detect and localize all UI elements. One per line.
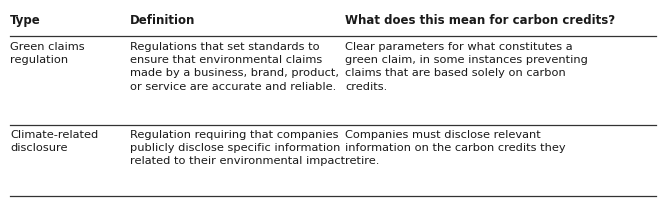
Text: Type: Type	[10, 14, 41, 27]
Text: Regulation requiring that companies
publicly disclose specific information
relat: Regulation requiring that companies publ…	[130, 130, 349, 166]
Text: Definition: Definition	[130, 14, 195, 27]
Text: Clear parameters for what constitutes a
green claim, in some instances preventin: Clear parameters for what constitutes a …	[345, 42, 588, 92]
Text: Companies must disclose relevant
information on the carbon credits they
retire.: Companies must disclose relevant informa…	[345, 130, 566, 166]
Text: Regulations that set standards to
ensure that environmental claims
made by a bus: Regulations that set standards to ensure…	[130, 42, 339, 92]
Text: What does this mean for carbon credits?: What does this mean for carbon credits?	[345, 14, 615, 27]
Text: Green claims
regulation: Green claims regulation	[10, 42, 84, 65]
Text: Climate-related
disclosure: Climate-related disclosure	[10, 130, 98, 153]
